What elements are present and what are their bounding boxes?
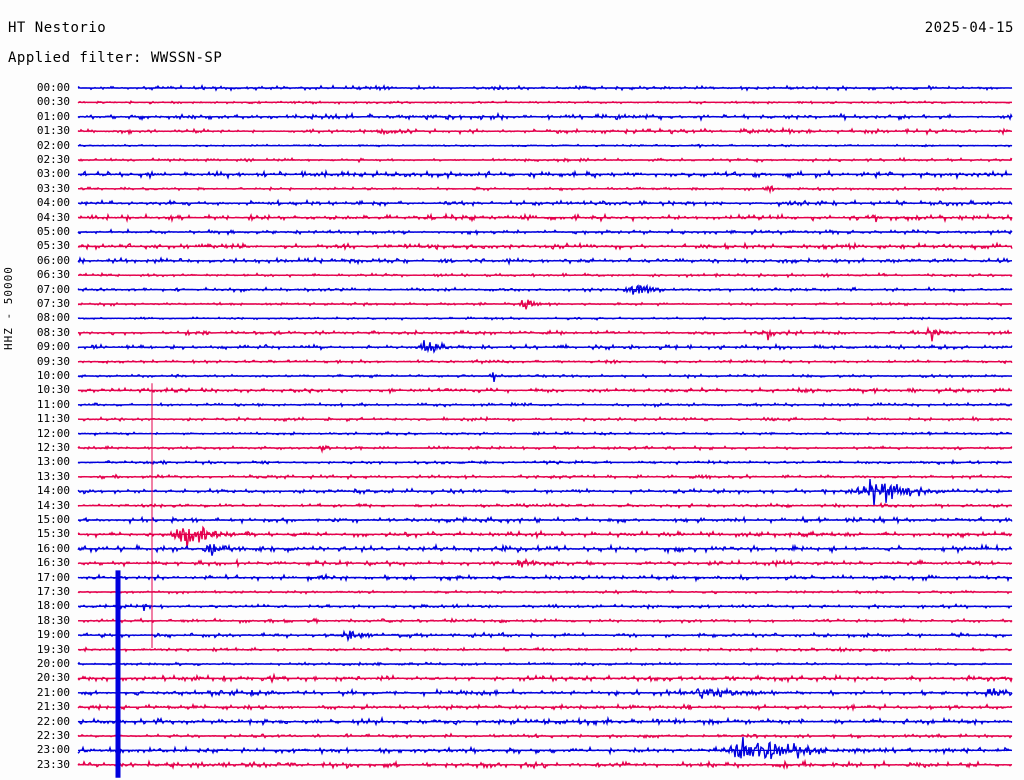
- time-label-0730: 07:30: [36, 297, 70, 310]
- trace-row-0430: [77, 212, 1013, 224]
- time-label-1000: 10:00: [36, 369, 70, 382]
- time-label-0000: 00:00: [36, 81, 70, 94]
- trace-row-0900: [77, 340, 1013, 354]
- time-label-1030: 10:30: [36, 383, 70, 397]
- time-label-0430: 04:30: [36, 210, 70, 224]
- time-label-1800: 18:00: [36, 599, 70, 613]
- applied-filter-label: Applied filter: WWSSN-SP: [8, 50, 223, 66]
- time-label-1900: 19:00: [36, 628, 70, 642]
- time-label-2000: 20:00: [36, 657, 70, 670]
- time-label-1530: 15:30: [36, 527, 70, 541]
- time-label-0300: 03:00: [36, 167, 70, 181]
- time-label-0030: 00:30: [36, 95, 70, 109]
- trace-row-1530: [77, 525, 1013, 549]
- time-label-1330: 13:30: [36, 469, 70, 483]
- time-label-0900: 09:00: [36, 340, 70, 354]
- time-label-2030: 20:30: [36, 671, 70, 685]
- time-label-1700: 17:00: [36, 570, 70, 584]
- time-label-0830: 08:30: [36, 325, 70, 339]
- time-label-0630: 06:30: [36, 268, 70, 282]
- time-label-1930: 19:30: [36, 642, 70, 656]
- time-label-2230: 22:30: [36, 729, 70, 742]
- time-label-0400: 04:00: [36, 196, 70, 210]
- time-label-0930: 09:30: [36, 354, 70, 368]
- trace-row-0830: [77, 326, 1012, 342]
- trace-row-1800: [78, 603, 1013, 612]
- station-title: HT Nestorio: [8, 20, 107, 36]
- time-label-0130: 01:30: [36, 124, 70, 138]
- time-label-1430: 14:30: [36, 498, 70, 512]
- time-label-1300: 13:00: [36, 455, 70, 469]
- time-label-1830: 18:30: [36, 613, 70, 627]
- time-label-1200: 12:00: [36, 426, 70, 440]
- time-label-0230: 02:30: [36, 153, 70, 166]
- time-label-0500: 05:00: [36, 225, 70, 238]
- time-label-2130: 21:30: [36, 700, 70, 714]
- trace-row-2100: [77, 686, 1013, 699]
- time-label-0700: 07:00: [36, 282, 70, 296]
- time-label-0530: 05:30: [36, 239, 70, 253]
- time-label-2330: 23:30: [36, 757, 70, 771]
- time-label-2300: 23:00: [36, 743, 70, 757]
- record-date: 2025-04-15: [924, 20, 1014, 36]
- time-label-1230: 12:30: [36, 441, 70, 454]
- trace-row-1600: [77, 543, 1013, 556]
- time-label-2200: 22:00: [36, 714, 70, 728]
- time-label-1730: 17:30: [36, 585, 70, 598]
- time-label-1630: 16:30: [36, 556, 70, 570]
- time-label-2100: 21:00: [36, 685, 70, 699]
- time-label-0600: 06:00: [36, 253, 70, 267]
- trace-row-1400: [77, 478, 1013, 506]
- time-label-1130: 11:30: [36, 412, 70, 426]
- time-label-0800: 08:00: [36, 311, 70, 325]
- time-label-1100: 11:00: [36, 397, 70, 411]
- time-label-1600: 16:00: [36, 541, 70, 555]
- time-label-0330: 03:30: [36, 181, 70, 195]
- time-label-0100: 01:00: [36, 109, 70, 123]
- trace-row-1000: [77, 372, 1013, 383]
- time-label-0200: 02:00: [36, 138, 70, 152]
- time-label-1400: 14:00: [36, 484, 70, 498]
- trace-row-2300: [77, 737, 1013, 760]
- time-label-1500: 15:00: [36, 513, 70, 526]
